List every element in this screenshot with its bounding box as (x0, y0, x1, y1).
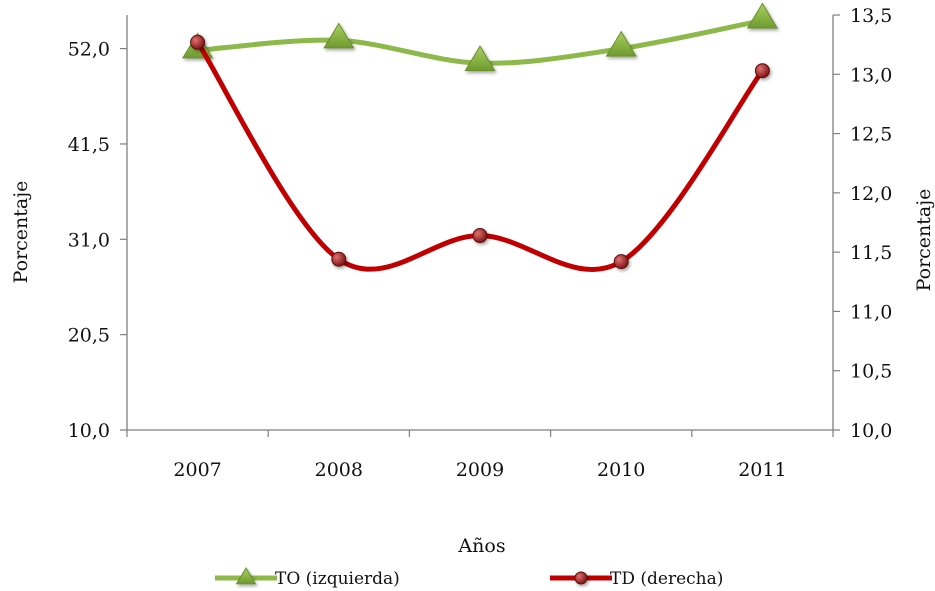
legend-label: TD (derecha) (610, 569, 723, 589)
data-point-circle (613, 254, 629, 270)
x-tick-label: 2011 (738, 459, 786, 481)
data-point-triangle (464, 45, 496, 72)
left-tick-label: 20,5 (68, 325, 110, 347)
right-tick-label: 11,0 (850, 301, 892, 323)
right-tick-label: 12,0 (850, 183, 892, 205)
y-axis-title-left: Porcentaje (10, 181, 32, 284)
left-tick-label: 31,0 (68, 229, 110, 251)
left-tick-label: 52,0 (68, 39, 110, 61)
right-tick-label: 10,0 (850, 420, 892, 442)
right-tick-label: 11,5 (850, 242, 892, 264)
x-tick-label: 2010 (597, 459, 645, 481)
data-point-circle (331, 251, 347, 267)
legend-label: TO (izquierda) (275, 569, 400, 589)
data-point-triangle (746, 2, 778, 29)
series-layer (182, 2, 778, 272)
series-td (190, 34, 770, 272)
legend: TO (izquierda) TD (derecha) (215, 567, 723, 589)
x-tick-label: 2008 (315, 459, 363, 481)
left-y-ticks: 10,0 20,5 31,0 41,5 52,0 (68, 39, 127, 442)
right-tick-label: 10,5 (850, 361, 892, 383)
legend-item: TO (izquierda) (215, 567, 400, 589)
data-point-triangle (605, 30, 637, 57)
x-tick-label: 2007 (173, 459, 221, 481)
series-to (182, 2, 778, 72)
left-tick-label: 10,0 (68, 420, 110, 442)
data-point-circle (190, 34, 206, 50)
legend-circle-marker (574, 571, 588, 585)
plot-area: 10,0 20,5 31,0 41,5 52,0 10,0 10,5 11,0 11,5 12,… (68, 2, 892, 481)
right-tick-label: 13,5 (850, 5, 892, 27)
right-tick-label: 13,0 (850, 64, 892, 86)
x-ticks: 2007 2008 2009 2010 2011 (126, 430, 834, 481)
right-tick-label: 12,5 (850, 124, 892, 146)
x-axis-title: Años (457, 535, 505, 557)
data-point-circle (754, 63, 770, 79)
left-tick-label: 41,5 (68, 134, 110, 156)
legend-item: TD (derecha) (550, 569, 723, 589)
legend-triangle-marker (235, 567, 257, 585)
right-y-ticks: 10,0 10,5 11,0 11,5 12,0 12,5 13,0 13,5 (833, 5, 892, 442)
data-point-triangle (323, 22, 355, 49)
y-axis-title-right: Porcentaje (913, 189, 935, 292)
x-tick-label: 2009 (456, 459, 504, 481)
data-point-circle (472, 228, 488, 244)
